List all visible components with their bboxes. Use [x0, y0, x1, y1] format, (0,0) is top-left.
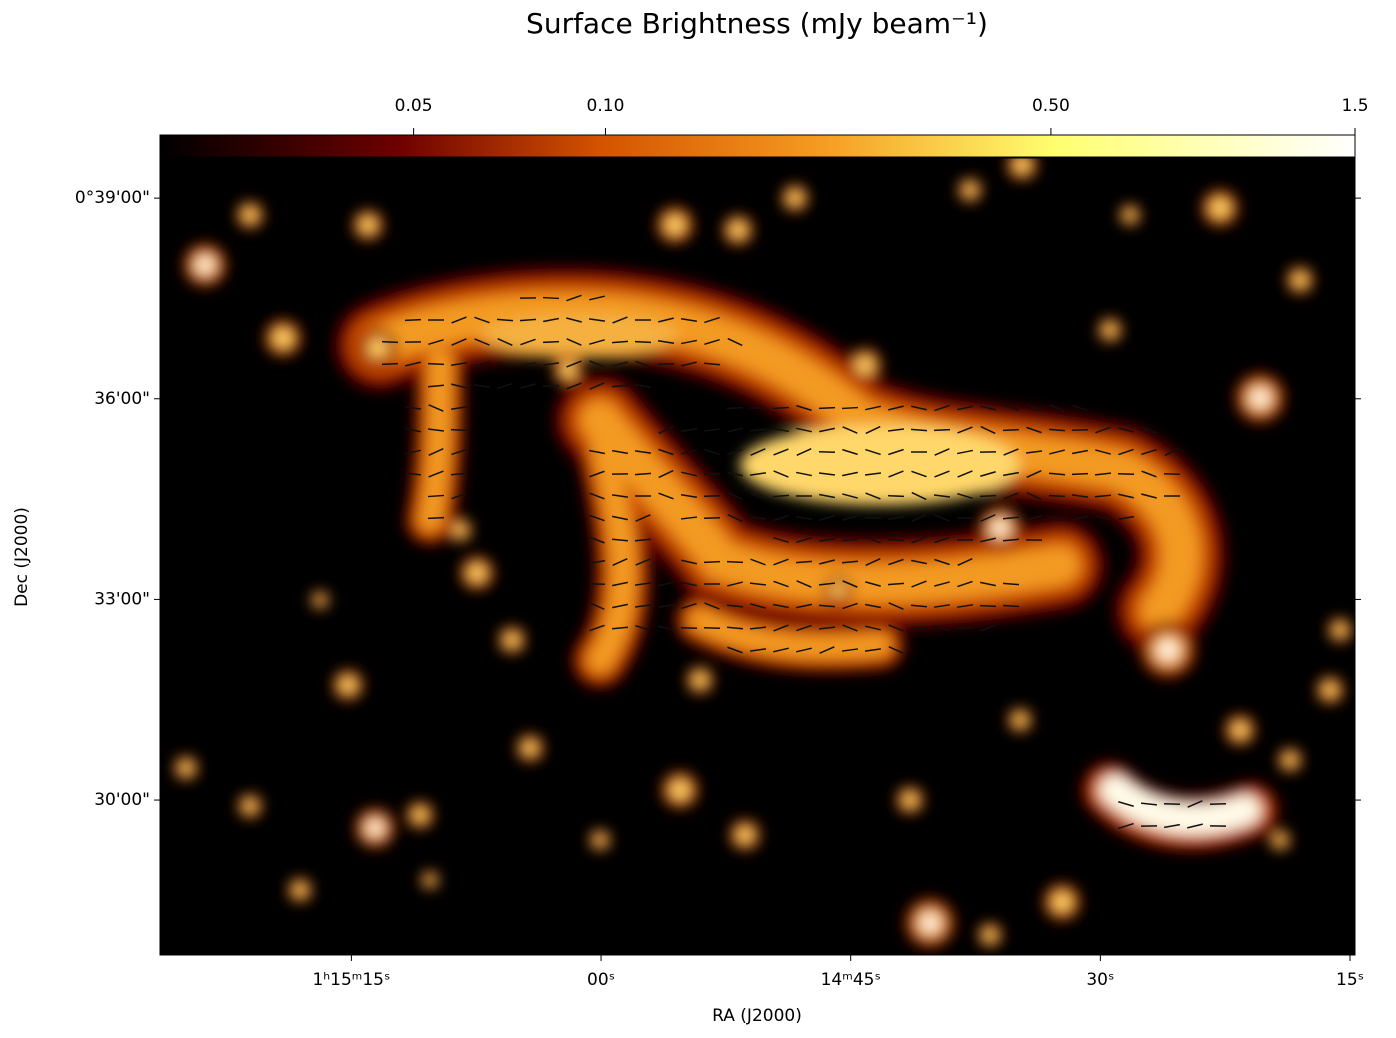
point-source [1055, 895, 1068, 908]
x-tick-label: 00ˢ [587, 970, 615, 990]
point-source [921, 914, 939, 932]
point-source [296, 886, 305, 895]
polarization-vector [727, 562, 743, 563]
point-source [1213, 201, 1226, 214]
point-source [733, 225, 744, 236]
point-source [1295, 275, 1305, 285]
point-source [456, 526, 465, 535]
point-source [368, 821, 382, 835]
point-source [673, 783, 686, 796]
point-source [740, 830, 751, 841]
point-source [695, 675, 705, 685]
polarization-vector [980, 496, 996, 497]
polarization-vector [543, 298, 559, 299]
point-source [245, 210, 255, 220]
polarization-vector [888, 496, 904, 497]
polarization-vector [543, 386, 559, 387]
point-source [1251, 389, 1269, 407]
point-source [1016, 716, 1025, 725]
polarization-vector [911, 628, 927, 629]
emission-core [740, 425, 1020, 505]
polarization-vector [888, 540, 904, 541]
polarization-vector [1072, 474, 1088, 475]
polarization-vector [1049, 496, 1065, 497]
colorbar-tick-label: 0.05 [395, 96, 433, 116]
point-source [596, 836, 604, 844]
x-axis-label: RA (J2000) [712, 1006, 802, 1026]
y-tick-label: 30'00" [94, 790, 150, 810]
polarization-vector [819, 408, 835, 409]
point-source [471, 567, 483, 579]
y-axis-label: Dec (J2000) [12, 507, 32, 607]
point-source [343, 680, 354, 691]
polarization-vector [957, 628, 973, 629]
point-source [276, 331, 289, 344]
point-source [833, 585, 843, 595]
point-source [992, 520, 1007, 535]
y-tick-label: 33'00" [94, 589, 150, 609]
polarization-vector [773, 408, 789, 409]
point-source [197, 257, 212, 272]
x-tick-label: 15ˢ [1336, 970, 1364, 990]
polarization-vector [704, 474, 720, 475]
x-tick-label: 1ʰ15ᵐ15ˢ [312, 970, 390, 990]
point-source [1017, 160, 1028, 171]
polarization-vector [934, 430, 950, 431]
y-tick-label: 0°39'00" [75, 188, 150, 208]
point-source [1286, 756, 1295, 765]
point-source [317, 597, 324, 604]
polarization-vector [428, 518, 444, 519]
polarization-vector [405, 320, 421, 321]
polarization-vector [1003, 430, 1019, 431]
point-source [790, 193, 800, 203]
polarization-vector [428, 364, 444, 365]
point-source [427, 877, 434, 884]
point-source [966, 186, 975, 195]
chart-title: Surface Brightness (mJy beam⁻¹) [526, 7, 988, 40]
x-tick-label: 30ˢ [1086, 970, 1114, 990]
polarization-vector [1118, 474, 1134, 475]
point-source [1126, 211, 1134, 219]
colorbar [160, 135, 1355, 157]
point-source [1158, 640, 1178, 660]
point-source [1336, 626, 1345, 635]
colorbar-tick-label: 0.10 [587, 96, 625, 116]
point-source [986, 931, 995, 940]
point-source [363, 220, 374, 231]
polarization-vector [842, 408, 858, 409]
point-source [1235, 725, 1246, 736]
point-source [507, 635, 517, 645]
point-source [1106, 326, 1115, 335]
polarization-vector [382, 342, 398, 343]
polarization-vector [451, 430, 467, 431]
x-tick-label: 14ᵐ45ˢ [821, 970, 881, 990]
polarization-vector [704, 496, 720, 497]
polarization-vector [727, 408, 743, 409]
y-tick-label: 36'00" [94, 389, 150, 409]
polarization-vector [819, 452, 835, 453]
polarization-vector [543, 342, 559, 343]
polarization-vector [1003, 606, 1019, 607]
polarization-vector [382, 364, 398, 365]
point-source [859, 359, 871, 371]
colorbar-tick-label: 0.50 [1032, 96, 1070, 116]
point-source [415, 810, 425, 820]
point-source [371, 341, 384, 354]
polarization-vector [704, 562, 720, 563]
polarization-vector [1210, 804, 1226, 805]
point-source [1276, 836, 1284, 844]
point-source [668, 218, 681, 231]
point-source [182, 764, 191, 773]
point-source [525, 743, 535, 753]
polarization-vector [980, 606, 996, 607]
polarization-vector [589, 584, 605, 585]
polarization-vector [635, 342, 651, 343]
point-source [246, 802, 255, 811]
point-source [905, 795, 915, 805]
point-source [1325, 685, 1335, 695]
polarization-vector [1164, 804, 1180, 805]
colorbar-tick-label: 1.5 [1341, 96, 1368, 116]
